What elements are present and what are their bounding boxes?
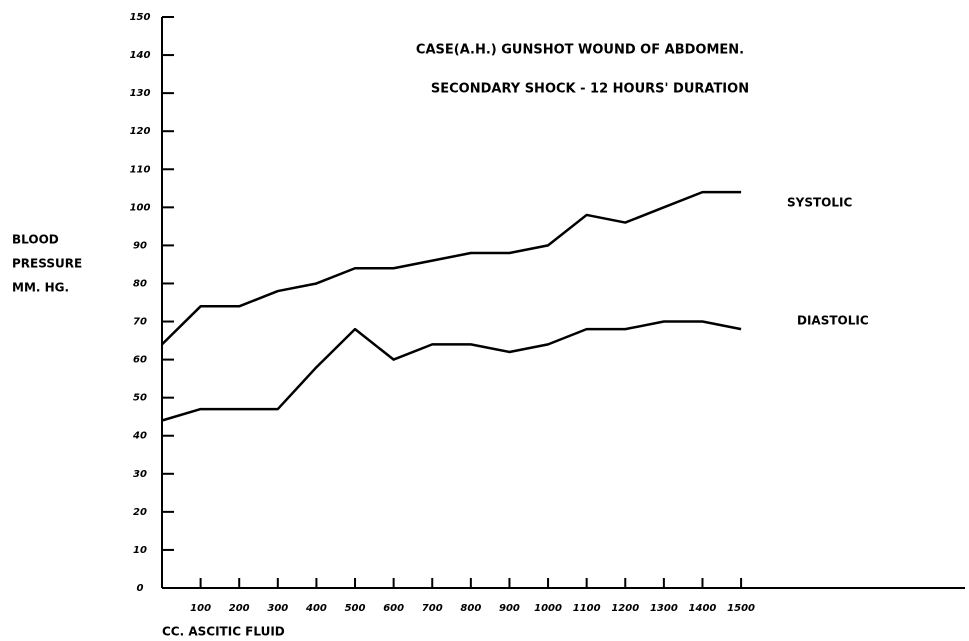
x-tick-label: 1400 bbox=[689, 603, 717, 614]
y-tick-label: 100 bbox=[130, 202, 151, 213]
y-tick-label: 60 bbox=[133, 355, 147, 366]
x-tick-label: 100 bbox=[190, 603, 211, 614]
x-axis-label: CC. ASCITIC FLUID bbox=[162, 625, 285, 639]
y-tick-label: 10 bbox=[133, 545, 147, 556]
x-tick-label: 200 bbox=[229, 603, 250, 614]
x-tick-label: 500 bbox=[345, 603, 366, 614]
chart-subtitle: SECONDARY SHOCK - 12 HOURS' DURATION bbox=[431, 82, 749, 97]
y-tick-label: 130 bbox=[130, 88, 151, 99]
y-tick-label: 50 bbox=[133, 393, 147, 404]
chart-title: CASE(A.H.) GUNSHOT WOUND OF ABDOMEN. bbox=[416, 43, 744, 58]
y-axis-label: BLOOD bbox=[12, 233, 59, 247]
y-tick-label: 40 bbox=[132, 431, 147, 442]
y-axis-label: MM. HG. bbox=[12, 281, 69, 295]
x-tick-label: 700 bbox=[422, 603, 443, 614]
y-tick-label: 80 bbox=[133, 278, 147, 289]
y-tick-label: 110 bbox=[130, 164, 151, 175]
x-tick-label: 1500 bbox=[727, 603, 755, 614]
series-label: SYSTOLIC bbox=[787, 196, 852, 210]
series-line bbox=[161, 320, 742, 422]
y-tick-label: 90 bbox=[133, 240, 147, 251]
x-tick-label: 1300 bbox=[650, 603, 678, 614]
x-tick-label: 1200 bbox=[611, 603, 639, 614]
y-tick-label: 120 bbox=[130, 126, 151, 137]
x-tick-label: 600 bbox=[383, 603, 404, 614]
y-tick-label: 30 bbox=[133, 469, 147, 480]
x-tick-label: 300 bbox=[267, 603, 288, 614]
x-tick-label: 1000 bbox=[534, 603, 562, 614]
x-tick-label: 900 bbox=[499, 603, 520, 614]
y-axis-label: PRESSURE bbox=[12, 257, 82, 271]
y-tick-label: 20 bbox=[133, 507, 147, 518]
x-tick-label: 400 bbox=[305, 603, 327, 614]
series-line bbox=[161, 190, 742, 346]
y-tick-label: 140 bbox=[130, 50, 151, 61]
y-tick-label: 150 bbox=[130, 12, 151, 23]
y-tick-label: 0 bbox=[137, 583, 144, 594]
x-tick-label: 1100 bbox=[573, 603, 601, 614]
y-tick-label: 70 bbox=[133, 317, 147, 328]
x-tick-label: 800 bbox=[460, 603, 481, 614]
series-label: DIASTOLIC bbox=[797, 314, 869, 328]
